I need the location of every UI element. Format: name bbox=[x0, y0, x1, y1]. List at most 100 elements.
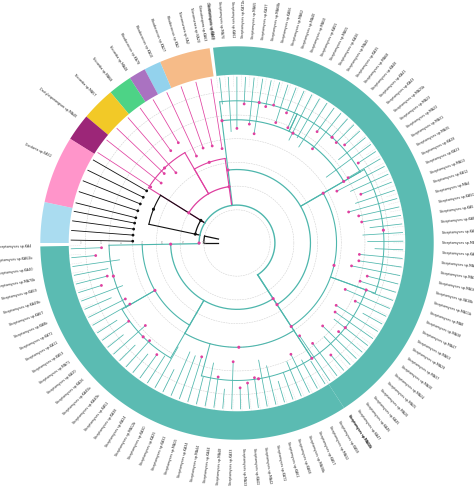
Point bbox=[147, 183, 155, 191]
Text: 100: 100 bbox=[201, 241, 206, 245]
Point bbox=[330, 261, 338, 269]
Point bbox=[218, 145, 226, 153]
Text: Streptomyces sp.MA15: Streptomyces sp.MA15 bbox=[164, 439, 179, 475]
Point bbox=[197, 216, 205, 224]
Text: 60: 60 bbox=[161, 241, 164, 245]
Text: Streptomyces sp.MA25: Streptomyces sp.MA25 bbox=[386, 381, 417, 409]
Text: Streptomyces sp.KA28: Streptomyces sp.KA28 bbox=[421, 137, 456, 156]
Point bbox=[250, 130, 258, 138]
Text: Streptomyces sp.KA66: Streptomyces sp.KA66 bbox=[281, 7, 293, 43]
Point bbox=[357, 191, 365, 198]
Point bbox=[328, 134, 336, 141]
Polygon shape bbox=[86, 92, 129, 135]
Text: Nonomuraea sp.KA2: Nonomuraea sp.KA2 bbox=[177, 12, 189, 44]
Text: Streptomyces sp.MA38: Streptomyces sp.MA38 bbox=[426, 321, 461, 339]
Point bbox=[319, 322, 327, 330]
Text: Streptomyces sp.KA32: Streptomyces sp.KA32 bbox=[152, 435, 168, 470]
Text: Streptomyces sp.MA20: Streptomyces sp.MA20 bbox=[379, 388, 408, 417]
Text: Streptomyces sp.KA43: Streptomyces sp.KA43 bbox=[386, 77, 416, 105]
Text: Streptomyces sp.MA4: Streptomyces sp.MA4 bbox=[436, 182, 470, 194]
Text: Streptomyces sp.MA55: Streptomyces sp.MA55 bbox=[329, 26, 350, 61]
Text: Rhodococcus sp.KA10: Rhodococcus sp.KA10 bbox=[134, 24, 152, 58]
Text: Streptomyces sp.KA76: Streptomyces sp.KA76 bbox=[442, 251, 474, 257]
Polygon shape bbox=[70, 117, 108, 154]
Point bbox=[103, 272, 111, 280]
Text: Streptomyces sp.KA26: Streptomyces sp.KA26 bbox=[55, 378, 85, 405]
Point bbox=[244, 379, 251, 387]
Text: Streptomyces sp.KA4: Streptomyces sp.KA4 bbox=[0, 244, 32, 249]
Text: Streptomyces sp.KA62: Streptomyces sp.KA62 bbox=[229, 1, 234, 38]
Text: Streptomyces sp.MA68b: Streptomyces sp.MA68b bbox=[271, 2, 282, 41]
Text: Streptomyces sp.MA53: Streptomyces sp.MA53 bbox=[417, 339, 451, 361]
Text: Streptomyces sp.VA18b: Streptomyces sp.VA18b bbox=[436, 292, 474, 305]
Point bbox=[139, 193, 147, 201]
Text: Streptomyces sp.KA59: Streptomyces sp.KA59 bbox=[1, 289, 38, 301]
Polygon shape bbox=[130, 69, 158, 102]
Text: Streptomyces sp.MA23: Streptomyces sp.MA23 bbox=[400, 95, 432, 121]
Text: Dactylosporangium sp.MA40: Dactylosporangium sp.MA40 bbox=[37, 87, 76, 118]
Text: Streptomyces sp.KA55: Streptomyces sp.KA55 bbox=[320, 22, 338, 57]
Text: Streptomyces sp.KA20: Streptomyces sp.KA20 bbox=[46, 369, 78, 395]
Text: Streptomyces sp.KA36: Streptomyces sp.KA36 bbox=[338, 33, 360, 67]
Text: Streptomyces sp.MA40: Streptomyces sp.MA40 bbox=[301, 13, 317, 49]
Text: Streptomyces sp.MA68: Streptomyces sp.MA68 bbox=[364, 52, 390, 84]
Text: 80: 80 bbox=[182, 241, 185, 245]
Text: Streptomyces sp.KA46: Streptomyces sp.KA46 bbox=[364, 402, 390, 433]
Point bbox=[341, 141, 348, 149]
Text: Streptomyces sp.KA34: Streptomyces sp.KA34 bbox=[177, 442, 190, 478]
Text: Streptomyces sp.MA30: Streptomyces sp.MA30 bbox=[400, 365, 432, 391]
Text: Kitasatospora sp.KA63: Kitasatospora sp.KA63 bbox=[197, 4, 207, 41]
Text: Rhodococcus sp.KA2: Rhodococcus sp.KA2 bbox=[165, 15, 179, 47]
Text: Streptomyces sp.MA25b: Streptomyces sp.MA25b bbox=[393, 85, 426, 113]
Text: 0: 0 bbox=[80, 241, 82, 245]
Text: Streptomyces sp.KA24: Streptomyces sp.KA24 bbox=[105, 415, 128, 448]
Point bbox=[345, 208, 353, 216]
Text: Rhodococcus sp.KA27: Rhodococcus sp.KA27 bbox=[149, 18, 165, 52]
Text: Streptomyces sp.KA57: Streptomyces sp.KA57 bbox=[318, 430, 336, 465]
Point bbox=[355, 257, 363, 265]
Point bbox=[332, 301, 340, 309]
Point bbox=[191, 230, 199, 238]
Point bbox=[237, 384, 244, 392]
Text: Streptomyces sp.MA8: Streptomyces sp.MA8 bbox=[429, 311, 464, 327]
Text: Streptomyces sp.MA70b: Streptomyces sp.MA70b bbox=[0, 278, 36, 289]
Text: Streptomyces sp.KA25: Streptomyces sp.KA25 bbox=[139, 431, 158, 466]
Point bbox=[287, 350, 295, 358]
Point bbox=[126, 300, 134, 308]
Text: Streptomyces sp.KA33: Streptomyces sp.KA33 bbox=[229, 448, 234, 485]
Point bbox=[363, 286, 370, 294]
Text: Streptomyces sp.KA71: Streptomyces sp.KA71 bbox=[19, 331, 54, 351]
Text: Streptomyces sp.MA62: Streptomyces sp.MA62 bbox=[291, 9, 305, 46]
Point bbox=[131, 219, 138, 227]
Point bbox=[327, 351, 335, 359]
Point bbox=[340, 177, 347, 185]
Point bbox=[313, 128, 321, 136]
Point bbox=[319, 190, 327, 197]
Text: Nocardia sp.MA57: Nocardia sp.MA57 bbox=[73, 73, 96, 97]
Point bbox=[270, 101, 277, 109]
Point bbox=[129, 231, 137, 239]
Point bbox=[151, 287, 159, 295]
Text: Streptomyces sp.KA62b: Streptomyces sp.KA62b bbox=[0, 256, 32, 262]
Text: Streptomyces sp.MA16: Streptomyces sp.MA16 bbox=[438, 281, 474, 293]
Text: Streptomyces sp.KA71b: Streptomyces sp.KA71b bbox=[241, 0, 246, 38]
Point bbox=[150, 206, 157, 213]
Text: Streptomyces sp.MA12: Streptomyces sp.MA12 bbox=[442, 241, 474, 245]
Text: Streptomyces sp.MA50: Streptomyces sp.MA50 bbox=[310, 17, 328, 53]
Point bbox=[134, 207, 142, 215]
Point bbox=[167, 240, 174, 248]
Text: Nocardia sp.MA48: Nocardia sp.MA48 bbox=[108, 45, 127, 72]
Point bbox=[229, 358, 237, 365]
Point bbox=[172, 169, 180, 176]
Point bbox=[309, 145, 316, 153]
Point bbox=[121, 295, 129, 303]
Text: Streptomyces sp.MA71: Streptomyces sp.MA71 bbox=[38, 360, 71, 385]
Text: Streptomyces sp.KA58: Streptomyces sp.KA58 bbox=[337, 420, 359, 453]
Text: Streptomyces sp.KA49: Streptomyces sp.KA49 bbox=[206, 3, 214, 39]
Text: Streptomyces sp.KA50: Streptomyces sp.KA50 bbox=[438, 193, 474, 204]
Point bbox=[255, 99, 263, 106]
Point bbox=[246, 120, 253, 128]
Point bbox=[284, 124, 292, 132]
Point bbox=[195, 239, 203, 247]
Point bbox=[358, 218, 365, 226]
